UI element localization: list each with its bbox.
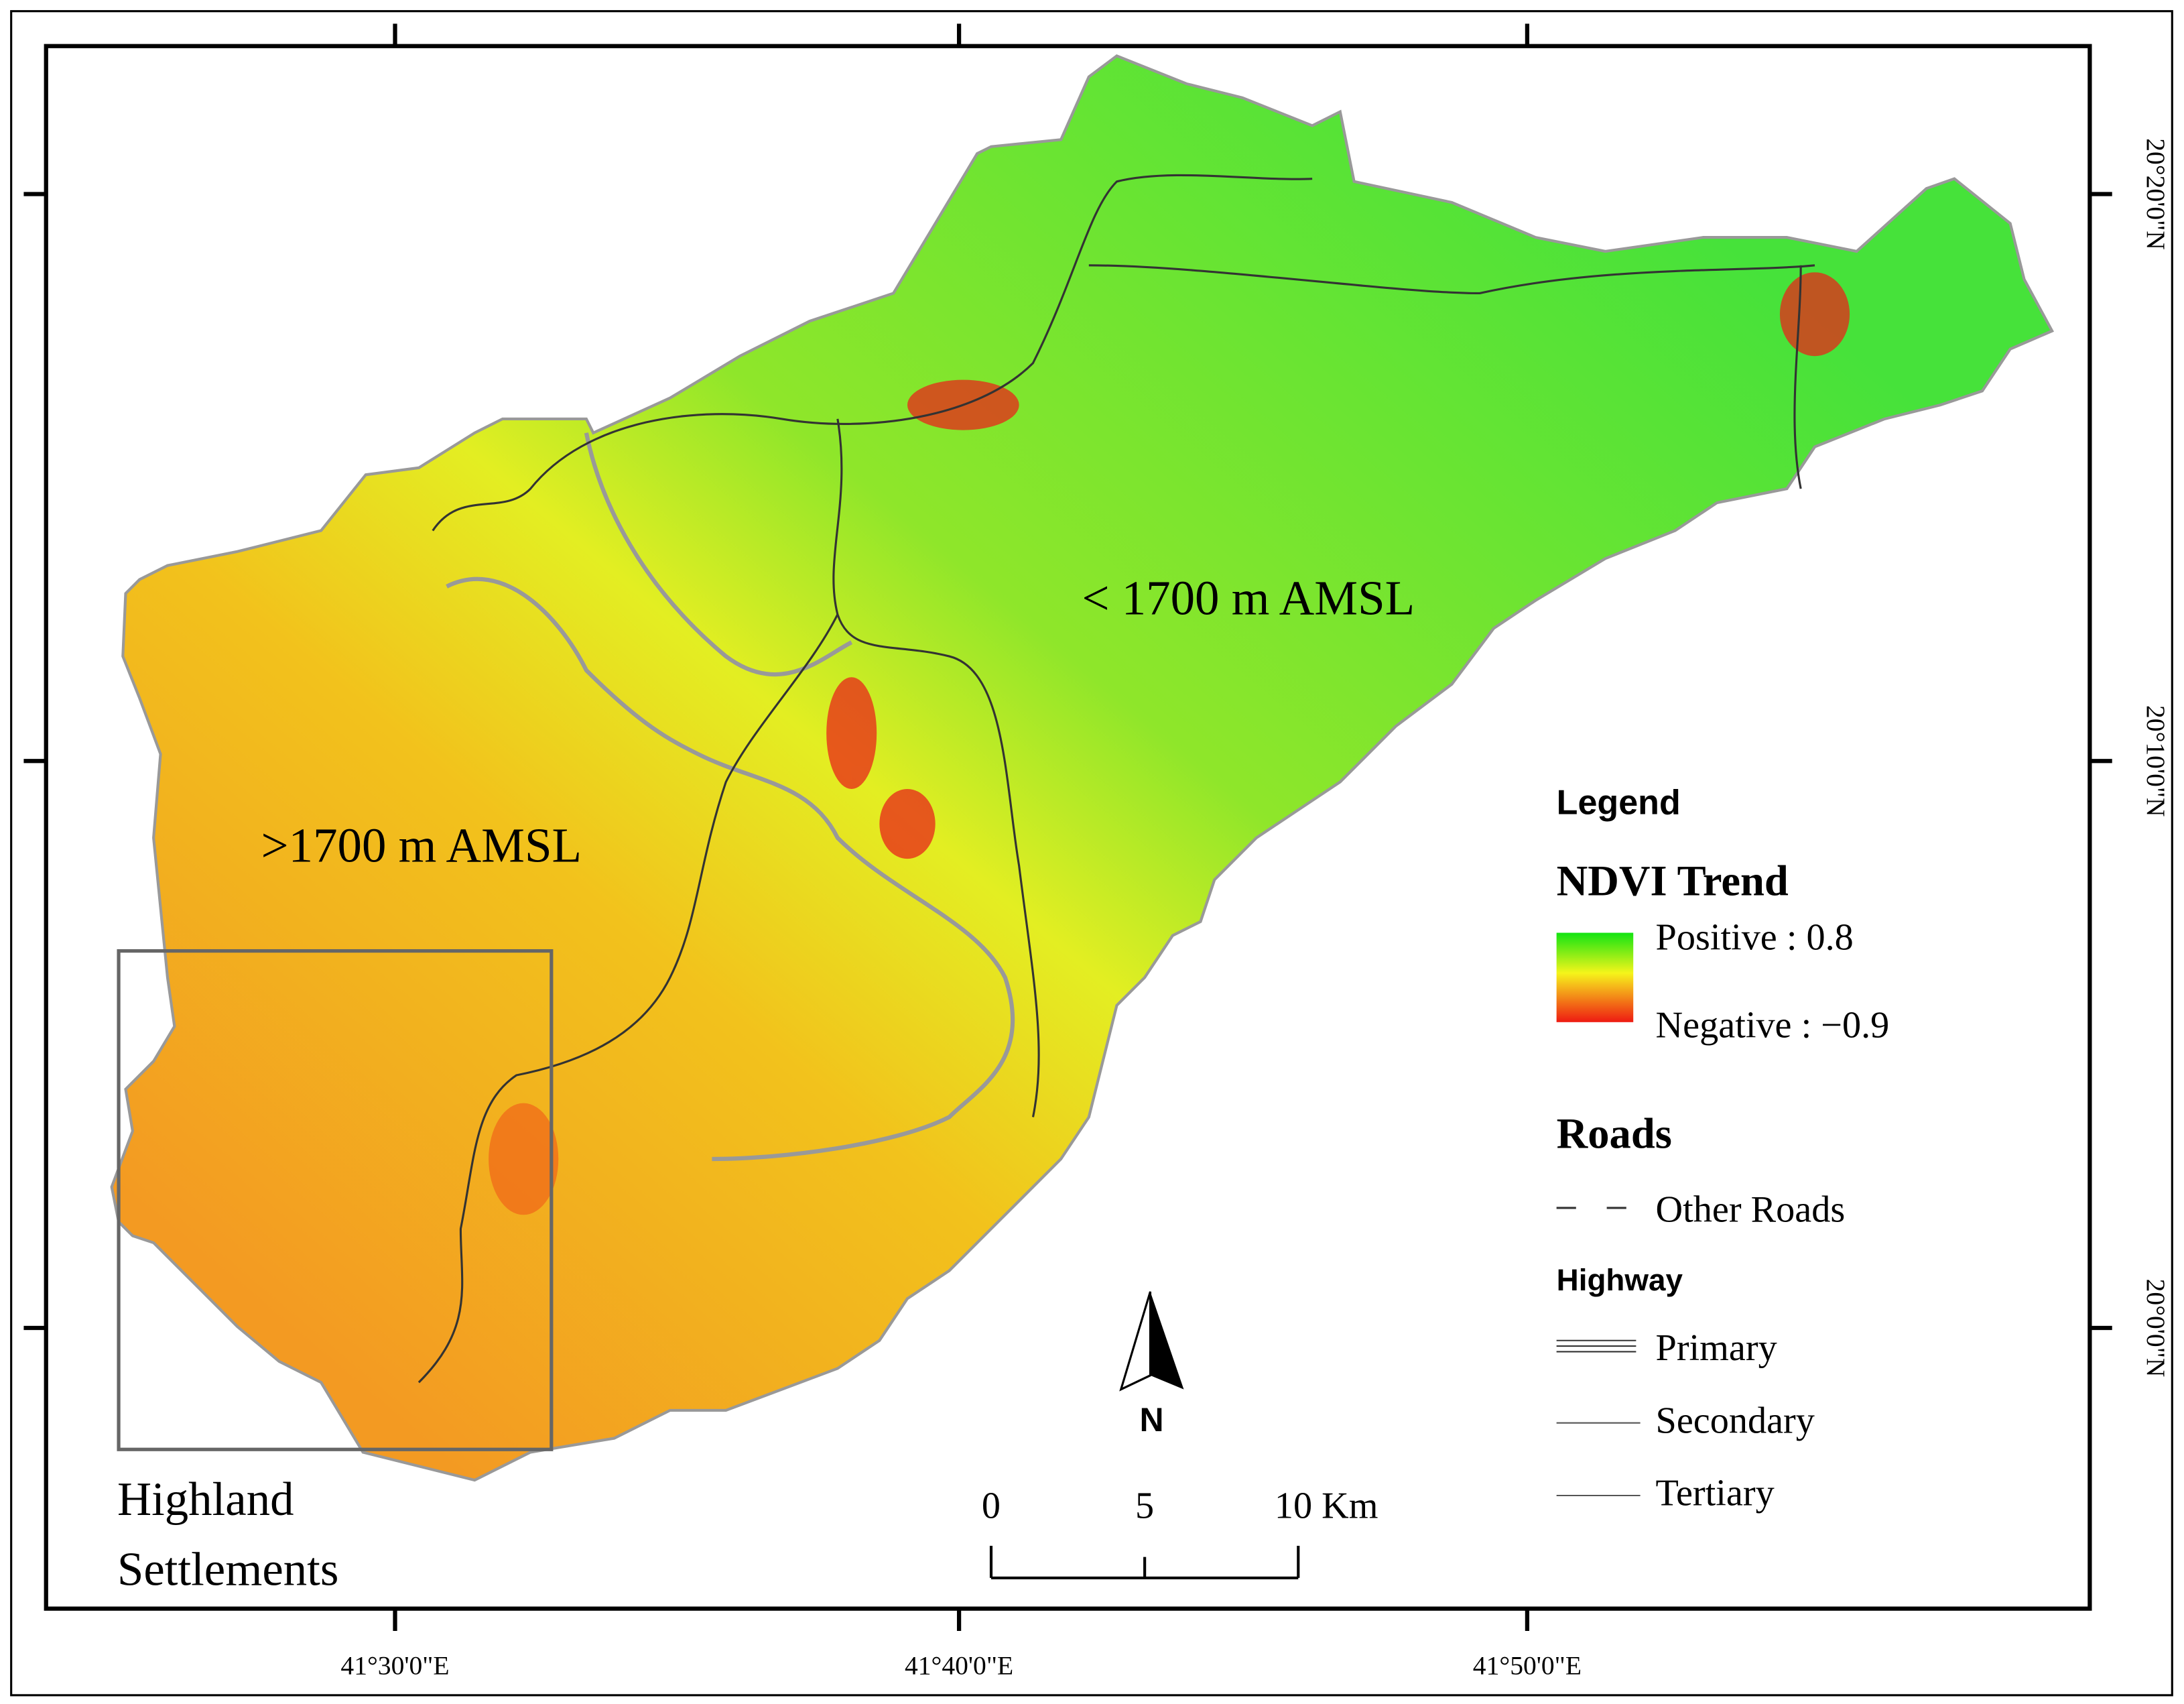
legend-item: Primary [1656,1327,1777,1369]
outer-border [10,10,2173,1697]
inset-label: Highland [117,1473,294,1526]
scale-label: 0 [982,1485,1001,1526]
scale-bar [989,1545,1300,1579]
legend: Legend NDVI Trend Positive : 0.8 Negativ… [1556,783,1890,1514]
contour-1700m [446,432,1015,1162]
legend-item: Positive : 0.8 [1656,917,1854,959]
legend-item: Secondary [1656,1400,1815,1441]
study-area [110,54,2055,1482]
legend-heading: NDVI Trend [1557,856,1789,904]
legend-item: Tertiary [1656,1473,1775,1514]
legend-heading: Highway [1557,1263,1683,1297]
y-label: 20°10'0"N [2141,705,2171,817]
x-label: 41°40'0"E [905,1651,1013,1681]
legend-title: Legend [1557,783,1681,822]
north-arrow: N [1119,1291,1184,1439]
graticule-ticks [23,23,2112,1632]
legend-item: Other Roads [1656,1189,1846,1231]
legend-symbol [1556,1339,1641,1497]
y-label: 20°20'0"N [2141,138,2171,250]
roads [417,174,1815,1384]
legend-heading: Roads [1557,1109,1672,1157]
legend-item: Negative : −0.9 [1656,1005,1890,1046]
inset-label: Settlements [117,1543,338,1595]
y-label: 20°0'0"N [2141,1279,2171,1378]
ndvi-swatch [1556,932,1634,1022]
annotation: < 1700 m AMSL [1082,571,1415,625]
annotation: >1700 m AMSL [261,818,582,872]
scale-label: 10 Km [1275,1485,1378,1526]
scale-label: 5 [1135,1485,1154,1526]
x-label: 41°30'0"E [340,1651,449,1681]
inset-box [117,949,554,1451]
north-label: N [1139,1401,1163,1439]
x-label: 41°50'0"E [1473,1651,1582,1681]
